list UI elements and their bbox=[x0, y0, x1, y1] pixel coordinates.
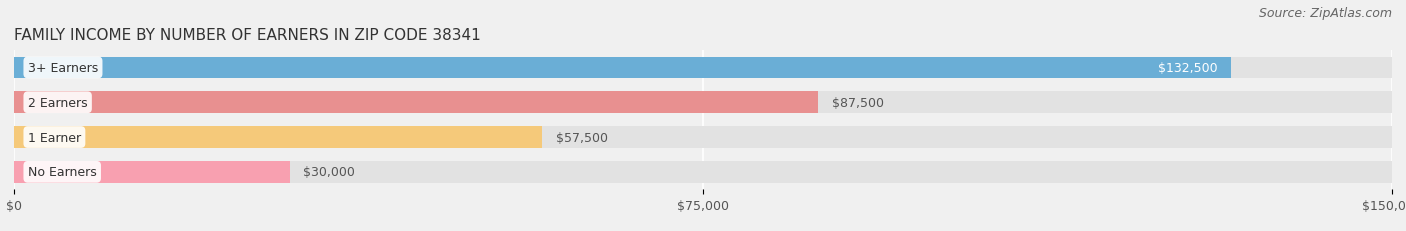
Text: $132,500: $132,500 bbox=[1157, 62, 1218, 75]
Bar bbox=[14, 92, 818, 113]
Text: 1 Earner: 1 Earner bbox=[28, 131, 82, 144]
Text: 3+ Earners: 3+ Earners bbox=[28, 62, 98, 75]
Bar bbox=[14, 57, 1232, 79]
Bar bbox=[14, 57, 1392, 79]
Text: Source: ZipAtlas.com: Source: ZipAtlas.com bbox=[1258, 7, 1392, 20]
Bar bbox=[14, 161, 1392, 183]
Bar bbox=[14, 127, 1392, 148]
Text: $57,500: $57,500 bbox=[555, 131, 607, 144]
Bar bbox=[14, 127, 543, 148]
Text: 2 Earners: 2 Earners bbox=[28, 96, 87, 109]
Text: No Earners: No Earners bbox=[28, 166, 97, 179]
Text: $87,500: $87,500 bbox=[831, 96, 883, 109]
Bar bbox=[14, 92, 1392, 113]
Bar bbox=[14, 161, 290, 183]
Text: FAMILY INCOME BY NUMBER OF EARNERS IN ZIP CODE 38341: FAMILY INCOME BY NUMBER OF EARNERS IN ZI… bbox=[14, 28, 481, 43]
Text: $30,000: $30,000 bbox=[304, 166, 356, 179]
